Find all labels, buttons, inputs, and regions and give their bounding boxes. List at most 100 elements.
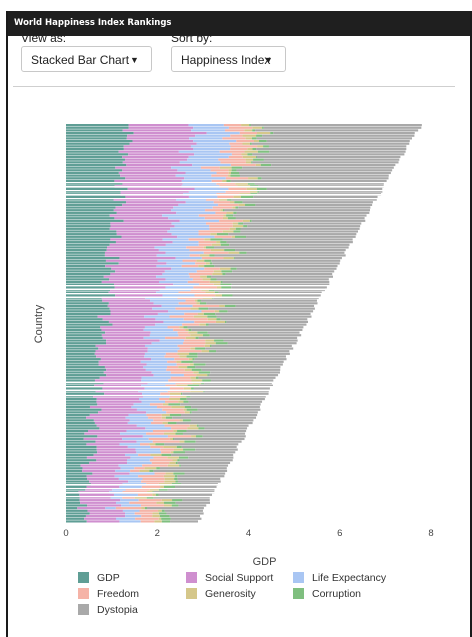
bar-segment-generosity xyxy=(205,339,215,342)
bar-segment-corruption xyxy=(214,291,219,294)
bar-segment-gdp xyxy=(66,174,121,177)
bar-gap xyxy=(66,390,431,392)
bar-segment-freedom xyxy=(228,187,247,191)
bar-segment-life-expectancy xyxy=(194,187,229,191)
bar-segment-generosity xyxy=(177,352,190,355)
bar-segment-freedom xyxy=(205,209,221,212)
bar-segment-freedom xyxy=(225,190,250,193)
bar-country-71 xyxy=(66,310,314,313)
bar-segment-freedom xyxy=(159,397,170,401)
bar-segment-generosity xyxy=(216,286,222,289)
bar-segment-social-support xyxy=(123,147,194,151)
bar-segment-corruption xyxy=(175,480,178,483)
bar-segment-life-expectancy xyxy=(168,217,205,220)
bar-segment-dystopia xyxy=(259,190,383,193)
bar-segment-freedom xyxy=(203,251,229,254)
bar-segment-social-support xyxy=(116,233,172,236)
bar-segment-gdp xyxy=(66,169,123,172)
sort-by-select[interactable]: Happiness Index ▼ xyxy=(171,46,286,72)
bar-segment-social-support xyxy=(122,203,179,206)
bar-segment-freedom xyxy=(210,169,229,172)
bar-segment-gdp xyxy=(66,241,116,244)
bar-segment-social-support xyxy=(100,358,152,361)
bar-segment-generosity xyxy=(232,225,244,228)
bar-segment-social-support xyxy=(87,509,123,512)
bar-country-117 xyxy=(66,432,246,435)
bar-segment-corruption xyxy=(233,230,241,233)
bar-segment-gdp xyxy=(66,472,93,475)
bar-segment-life-expectancy xyxy=(171,209,206,212)
bar-segment-gdp xyxy=(66,395,94,398)
bar-segment-social-support xyxy=(111,267,172,270)
bar-segment-generosity xyxy=(218,198,228,201)
bar-segment-life-expectancy xyxy=(127,459,150,462)
bar-segment-life-expectancy xyxy=(167,230,199,233)
bar-segment-social-support xyxy=(122,182,183,185)
bar-segment-life-expectancy xyxy=(189,137,223,140)
bar-segment-generosity xyxy=(161,413,170,417)
bar-segment-social-support xyxy=(99,376,142,379)
bar-segment-dystopia xyxy=(233,214,367,217)
bar-country-12 xyxy=(66,153,405,156)
bar-segment-social-support xyxy=(110,272,163,276)
bar-segment-gdp xyxy=(66,153,129,156)
bar-segment-freedom xyxy=(192,304,220,308)
bar-segment-generosity xyxy=(163,432,176,435)
bar-segment-social-support xyxy=(106,342,152,345)
bar-segment-social-support xyxy=(106,374,154,377)
bar-segment-freedom xyxy=(165,384,177,387)
bar-segment-dystopia xyxy=(232,294,321,297)
bar-country-96 xyxy=(66,376,276,379)
bar-segment-social-support xyxy=(89,405,132,409)
bar-segment-freedom xyxy=(160,448,175,451)
bar-country-26 xyxy=(66,190,383,193)
bar-segment-dystopia xyxy=(214,254,346,257)
bar-segment-freedom xyxy=(189,275,201,278)
bar-segment-life-expectancy xyxy=(136,424,165,427)
bar-segment-freedom xyxy=(201,257,224,260)
legend-swatch xyxy=(186,572,197,583)
bar-segment-corruption xyxy=(220,243,230,246)
bar-segment-social-support xyxy=(83,437,123,441)
bar-segment-dystopia xyxy=(182,499,210,502)
bar-segment-life-expectancy xyxy=(188,195,218,198)
bar-segment-generosity xyxy=(161,416,166,419)
bar-segment-generosity xyxy=(183,387,192,390)
bar-segment-corruption xyxy=(197,331,208,334)
bar-segment-life-expectancy xyxy=(121,504,141,507)
bar-segment-generosity xyxy=(204,238,211,241)
bar-segment-freedom xyxy=(139,509,159,512)
bar-segment-gdp xyxy=(66,411,99,414)
bar-segment-gdp xyxy=(66,267,112,270)
bar-country-82 xyxy=(66,339,298,342)
bar-segment-social-support xyxy=(133,131,207,135)
view-as-select[interactable]: Stacked Bar Chart ▼ xyxy=(21,46,152,72)
bar-segment-dystopia xyxy=(173,437,245,441)
bar-segment-life-expectancy xyxy=(120,467,135,470)
bar-segment-gdp xyxy=(66,323,113,326)
bar-segment-dystopia xyxy=(211,344,292,347)
bar-segment-corruption xyxy=(195,347,206,350)
bar-segment-corruption xyxy=(251,137,257,140)
bar-segment-life-expectancy xyxy=(120,499,139,502)
bar-country-8 xyxy=(66,142,410,145)
bar-segment-life-expectancy xyxy=(162,238,189,241)
bar-country-91 xyxy=(66,363,283,366)
bar-segment-freedom xyxy=(216,171,229,175)
bar-segment-social-support xyxy=(104,254,157,257)
bar-segment-freedom xyxy=(140,443,150,446)
bar-segment-generosity xyxy=(164,477,175,480)
bar-segment-social-support xyxy=(120,174,176,177)
bar-segment-social-support xyxy=(86,520,120,523)
bar-segment-generosity xyxy=(163,445,177,449)
bar-segment-gdp xyxy=(66,517,85,520)
bar-segment-life-expectancy xyxy=(151,342,184,345)
bar-segment-freedom xyxy=(184,339,206,342)
bar-segment-social-support xyxy=(132,139,194,143)
bar-segment-freedom xyxy=(173,328,186,331)
bar-segment-social-support xyxy=(98,347,148,350)
bar-segment-gdp xyxy=(66,405,90,409)
bar-segment-corruption xyxy=(179,464,181,467)
bar-segment-social-support xyxy=(96,445,128,449)
bar-segment-life-expectancy xyxy=(182,182,217,185)
